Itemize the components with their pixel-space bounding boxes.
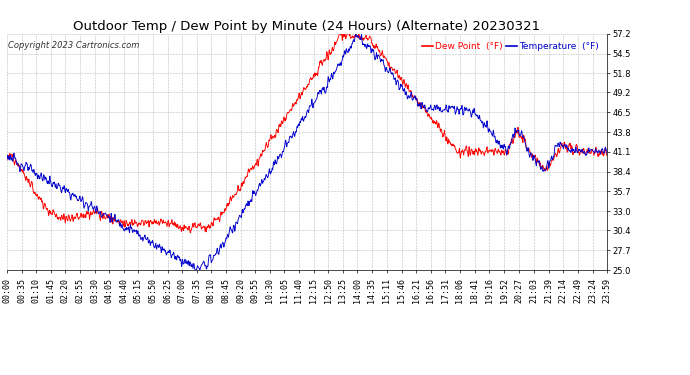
Title: Outdoor Temp / Dew Point by Minute (24 Hours) (Alternate) 20230321: Outdoor Temp / Dew Point by Minute (24 H… (74, 20, 540, 33)
Legend: Dew Point  (°F), Temperature  (°F): Dew Point (°F), Temperature (°F) (418, 38, 602, 54)
Text: Copyright 2023 Cartronics.com: Copyright 2023 Cartronics.com (8, 41, 139, 50)
